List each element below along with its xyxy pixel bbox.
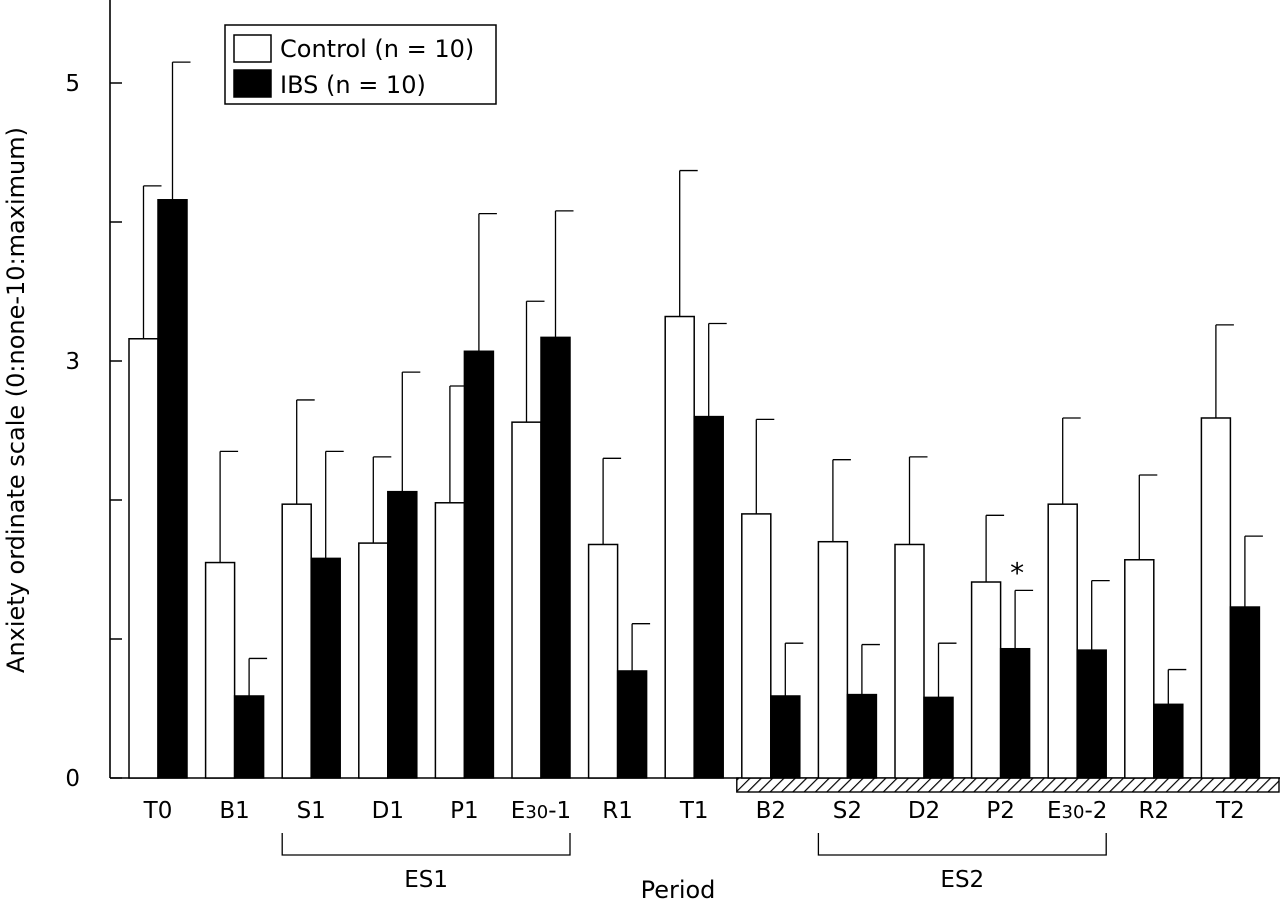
x-axis-title: Period [641,876,716,903]
ibs-bar-d2 [923,696,954,779]
control-bar-r1 [587,543,619,779]
x-tick-label-e30-1: E30-1 [511,798,571,824]
x-tick-label-r2: R2 [1138,798,1169,824]
legend: Control (n = 10) IBS (n = 10) [224,24,497,105]
x-tick-label-t0: T0 [143,798,173,824]
y-axis-title: Anxiety ordinate scale (0:none-10:maximu… [2,127,30,673]
ibs-bar-r1 [616,670,648,779]
group-label-es1: ES1 [404,867,448,893]
x-tick-label-r1: R1 [602,798,633,824]
legend-swatch-control [233,34,272,63]
control-bar-s1 [281,503,312,779]
ibs-bar-s2 [846,693,878,779]
ibs-bar-r2 [1153,703,1184,779]
control-bar-d1 [358,542,389,779]
control-bar-t2 [1200,417,1232,779]
ibs-bar-t1 [693,415,724,779]
legend-label-ibs: IBS (n = 10) [280,71,426,99]
control-bar-b2 [741,513,772,779]
x-tick-label-p2: P2 [986,798,1015,824]
legend-swatch-ibs [233,69,272,98]
ibs-bar-t0 [157,199,188,779]
x-tick-label-d2: D2 [908,798,940,824]
x-tick-label-d1: D1 [372,798,404,824]
control-bar-d2 [894,543,925,779]
control-bar-t1 [664,315,695,779]
control-bar-e30-1 [511,421,542,779]
y-tick-label: 3 [65,349,80,375]
control-bar-r2 [1124,559,1155,779]
legend-label-control: Control (n = 10) [280,35,474,63]
control-bar-e30-2 [1047,503,1078,779]
control-bar-p2 [970,581,1002,779]
control-bar-b1 [204,561,236,779]
x-tick-label-t2: T2 [1215,798,1245,824]
ibs-bar-t2 [1229,606,1261,779]
group-label-es2: ES2 [940,867,984,893]
x-tick-label-s2: S2 [833,798,862,824]
control-bar-t0 [128,338,159,779]
y-tick-label: 0 [65,766,80,792]
ibs-bar-b1 [233,695,265,779]
ibs-bar-s1 [310,557,341,779]
ibs-bar-e30-2 [1076,649,1107,779]
significance-asterisk: * [1010,556,1024,589]
ibs-bar-p1 [463,350,495,779]
ibs-bar-e30-1 [540,336,571,779]
x-tick-label-s1: S1 [297,798,326,824]
control-bar-p1 [434,502,466,779]
ibs-bar-p2 [999,647,1031,779]
x-tick-label-b1: B1 [219,798,249,824]
x-tick-label-p1: P1 [450,798,479,824]
ibs-bar-b2 [770,695,801,779]
ibs-bar-d1 [387,490,418,779]
x-tick-label-b2: B2 [756,798,786,824]
group-bracket-es2 [817,833,1107,856]
y-tick-label: 5 [65,71,80,97]
control-bar-s2 [817,540,849,779]
x-tick-label-e30-2: E30-2 [1047,798,1107,824]
x-tick-label-t1: T1 [679,798,709,824]
hatched-axis-strip [736,777,1280,793]
group-bracket-es1 [281,833,571,856]
